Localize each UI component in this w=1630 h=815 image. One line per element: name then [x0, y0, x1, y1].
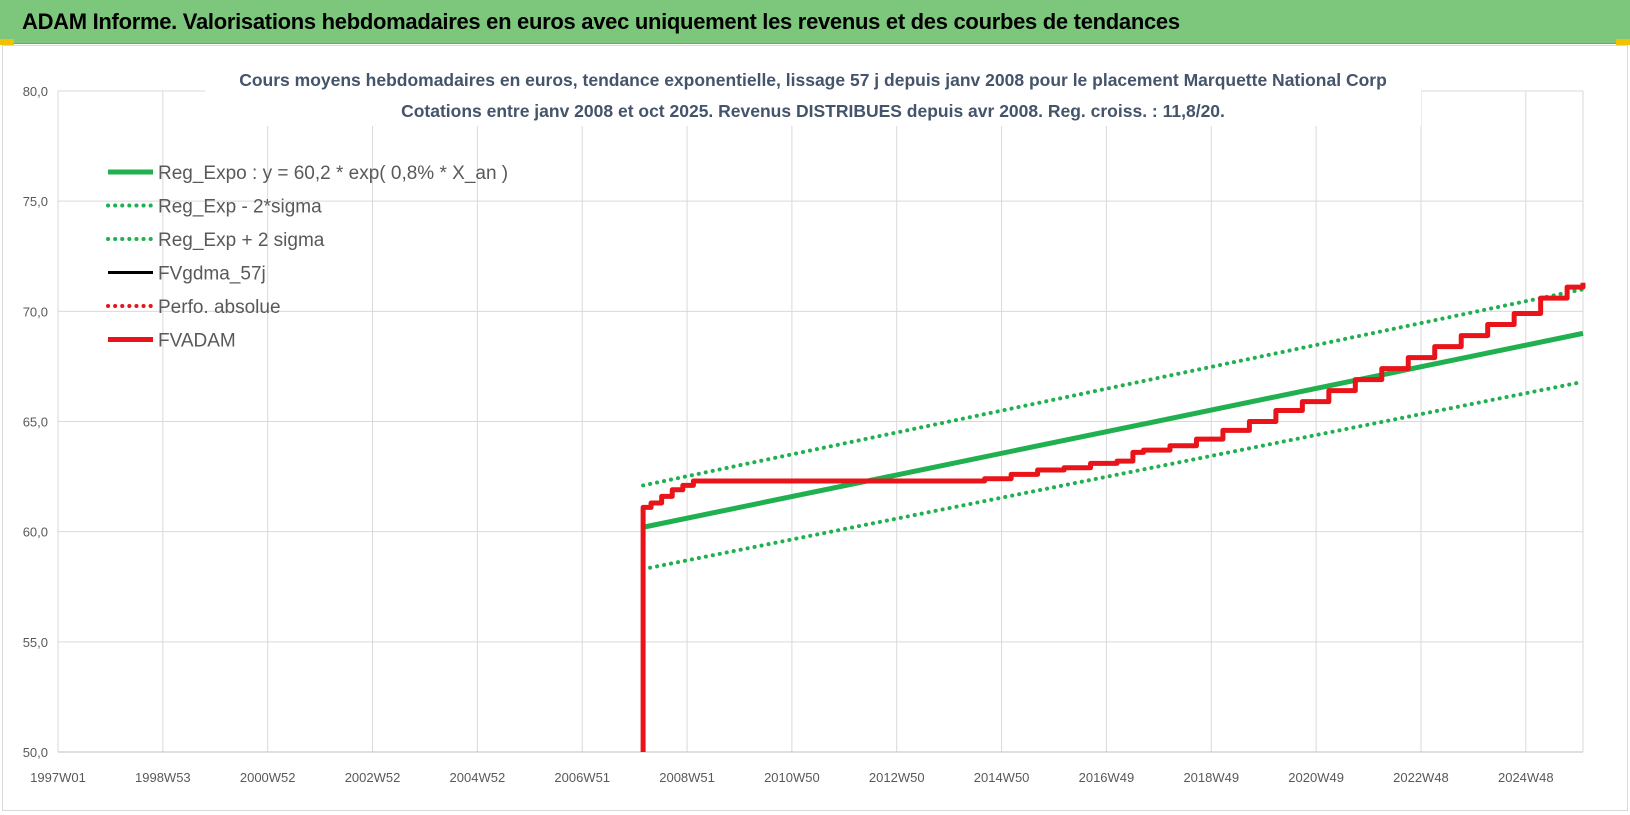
series-line: [641, 379, 1585, 572]
x-tick-label: 2004W52: [450, 770, 506, 785]
y-tick-label: 60,0: [23, 525, 48, 540]
y-tick-label: 50,0: [23, 745, 48, 760]
corner-marker-right: [1616, 39, 1630, 45]
title-background: [205, 66, 1421, 126]
series-line: [641, 287, 1585, 488]
chart-title: Cours moyens hebdomadaires en euros, ten…: [239, 70, 1387, 90]
y-tick-label: 70,0: [23, 304, 48, 319]
legend-label: Reg_Exp - 2*sigma: [158, 197, 322, 218]
chart-legend: Reg_Expo : y = 60,2 * exp( 0,8% * X_an )…: [106, 163, 508, 352]
chart-frame: [2, 45, 1628, 811]
chart-grid: [57, 90, 1584, 753]
chart-subtitle: Cotations entre janv 2008 et oct 2025. R…: [401, 101, 1225, 121]
legend-label: Perfo. absolue: [158, 297, 281, 318]
x-tick-label: 2012W50: [869, 770, 925, 785]
page-title: ADAM Informe. Valorisations hebdomadaire…: [22, 9, 1180, 34]
legend-label: Reg_Expo : y = 60,2 * exp( 0,8% * X_an ): [158, 163, 508, 184]
y-tick-label: 80,0: [23, 84, 48, 99]
x-tick-label: 2016W49: [1079, 770, 1135, 785]
y-tick-label: 55,0: [23, 635, 48, 650]
x-tick-label: 2010W50: [764, 770, 820, 785]
x-tick-label: 2006W51: [554, 770, 610, 785]
y-tick-label: 75,0: [23, 194, 48, 209]
legend-label: FVgdma_57j: [158, 264, 266, 285]
x-tick-label: 2018W49: [1183, 770, 1239, 785]
y-tick-label: 65,0: [23, 415, 48, 430]
x-axis-ticks: 1997W01 1998W53 2000W52 2002W52 2004W52 2006W…: [30, 770, 1553, 785]
series-line: [642, 330, 1584, 530]
corner-marker-left: [0, 39, 14, 45]
x-tick-label: 2014W50: [974, 770, 1030, 785]
x-tick-label: 2002W52: [345, 770, 401, 785]
series-line: [640, 282, 1586, 752]
header-bar: ADAM Informe. Valorisations hebdomadaire…: [0, 0, 1630, 44]
y-axis-ticks: 50,0 55,0 60,0 65,0 70,0 75,0 80,0: [23, 84, 48, 760]
x-tick-label: 2020W49: [1288, 770, 1344, 785]
legend-label: FVADAM: [158, 331, 236, 352]
legend-label: Reg_Exp + 2 sigma: [158, 230, 325, 251]
chart-series: [640, 282, 1586, 752]
x-tick-label: 2008W51: [659, 770, 715, 785]
x-tick-label: 1997W01: [30, 770, 86, 785]
x-tick-label: 2024W48: [1498, 770, 1554, 785]
x-tick-label: 2022W48: [1393, 770, 1449, 785]
x-tick-label: 2000W52: [240, 770, 296, 785]
x-tick-label: 1998W53: [135, 770, 191, 785]
